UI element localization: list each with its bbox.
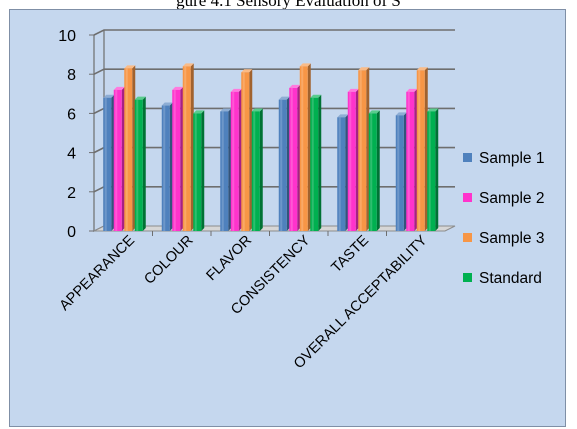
bar	[182, 63, 194, 231]
x-tick-label: TASTE	[328, 232, 372, 276]
bar	[299, 63, 311, 231]
legend-entry: Sample 2	[463, 190, 544, 207]
bars	[103, 63, 439, 232]
gridline	[93, 68, 455, 75]
bar	[289, 84, 301, 231]
bar	[193, 110, 205, 231]
bar	[347, 88, 359, 231]
bar	[278, 96, 290, 232]
legend-entry: Standard	[463, 270, 542, 287]
bar	[358, 67, 370, 231]
bar	[251, 108, 263, 231]
y-tick-label: 2	[67, 185, 76, 202]
bar	[113, 86, 125, 231]
bar-chart: 0 2 4 6 8 10 APPEARANCE COLOUR FLAVORCONSISTENC…	[57, 28, 545, 372]
bar	[161, 102, 173, 231]
chart-title: gure 4.1 Sensory Evaluation of S	[176, 0, 401, 10]
bar	[103, 94, 115, 231]
bar	[220, 108, 232, 231]
y-tick-label: 8	[67, 67, 76, 84]
x-tick-label: COLOUR	[141, 233, 196, 288]
bar	[172, 86, 184, 231]
y-axis-tick-labels: 0 2 4 6 8 10	[58, 28, 76, 241]
bar	[427, 108, 439, 231]
legend: Sample 1 Sample 2 Sample 3 Standard	[463, 150, 544, 287]
y-tick-label: 10	[58, 28, 76, 45]
bar	[368, 110, 380, 231]
bar	[241, 69, 253, 231]
legend-entry: Sample 3	[463, 230, 544, 247]
bar	[406, 88, 418, 231]
y-tick-label: 4	[67, 146, 76, 163]
legend-label: Sample 1	[479, 150, 544, 167]
y-tick-label: 6	[67, 106, 76, 123]
gridline	[93, 29, 455, 36]
legend-label: Sample 2	[479, 190, 544, 207]
legend-swatch	[463, 233, 472, 242]
legend-swatch	[463, 153, 472, 162]
x-tick-label: APPEARANCE	[57, 232, 139, 314]
bar	[124, 65, 136, 231]
bar	[230, 88, 242, 231]
legend-swatch	[463, 193, 472, 202]
legend-label: Sample 3	[479, 230, 544, 247]
bar	[337, 114, 349, 231]
bar	[134, 96, 146, 232]
bar	[395, 112, 407, 231]
chart-panel: 0 2 4 6 8 10 APPEARANCE COLOUR FLAVOR CONSISTENC…	[9, 9, 566, 427]
legend-entry: Sample 1	[463, 150, 544, 167]
y-tick-label: 0	[67, 224, 76, 241]
y-axis	[93, 30, 105, 232]
legend-label: Standard	[479, 270, 542, 287]
legend-swatch	[463, 273, 472, 282]
x-tick-label: FLAVOR	[203, 233, 255, 285]
bar	[310, 94, 322, 231]
bar	[416, 67, 428, 231]
